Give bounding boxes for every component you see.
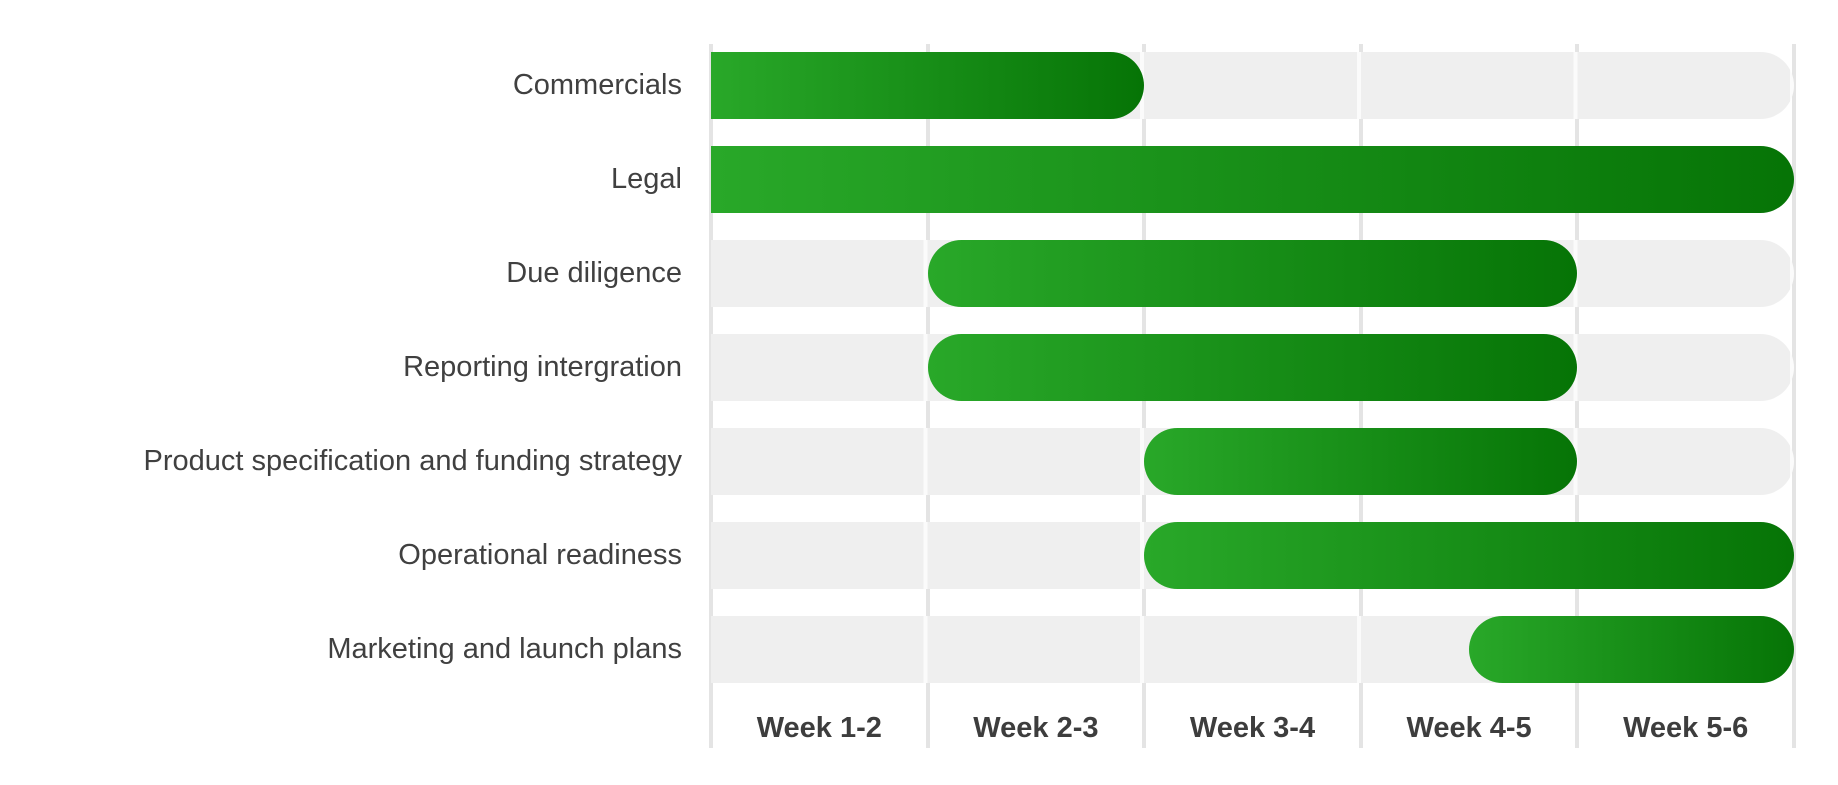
task-label: Commercials bbox=[512, 69, 682, 101]
x-axis-label: Week 3-4 bbox=[1189, 711, 1316, 744]
x-axis-label: Week 4-5 bbox=[1406, 711, 1532, 744]
task-bar bbox=[927, 240, 1578, 307]
task-bar bbox=[711, 146, 1794, 213]
task-label: Product specification and funding strate… bbox=[143, 445, 682, 477]
task-bar bbox=[1144, 522, 1794, 589]
task-label: Operational readiness bbox=[398, 539, 682, 571]
x-axis-label: Week 2-3 bbox=[973, 711, 1099, 744]
task-label: Reporting intergration bbox=[403, 351, 682, 383]
task-bar bbox=[1144, 428, 1578, 495]
task-bar bbox=[927, 334, 1578, 401]
task-label: Due diligence bbox=[506, 257, 682, 289]
task-label: Marketing and launch plans bbox=[327, 633, 682, 665]
x-axis-label: Week 5-6 bbox=[1623, 711, 1749, 744]
task-label: Legal bbox=[611, 163, 682, 195]
column-gridline bbox=[1792, 44, 1796, 748]
x-axis-label: Week 1-2 bbox=[756, 711, 882, 744]
task-bar bbox=[711, 52, 1145, 119]
task-bar bbox=[1469, 616, 1794, 683]
